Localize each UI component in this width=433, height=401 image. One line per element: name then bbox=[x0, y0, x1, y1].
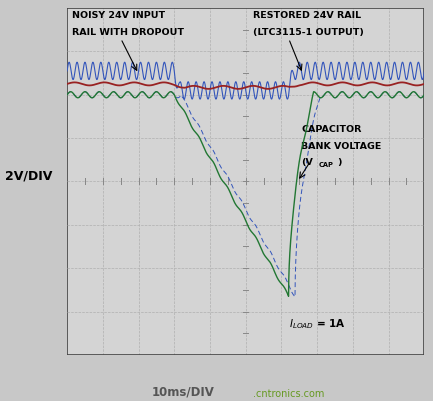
Text: RESTORED 24V RAIL: RESTORED 24V RAIL bbox=[253, 12, 361, 20]
Text: BANK VOLTAGE: BANK VOLTAGE bbox=[301, 142, 381, 150]
Text: ): ) bbox=[337, 158, 341, 166]
Text: (V: (V bbox=[301, 158, 313, 166]
Text: CAPACITOR: CAPACITOR bbox=[301, 125, 362, 134]
Text: 2V/DIV: 2V/DIV bbox=[5, 170, 52, 183]
Text: (LTC3115-1 OUTPUT): (LTC3115-1 OUTPUT) bbox=[253, 28, 364, 36]
Text: $I_{LOAD}$ = 1A: $I_{LOAD}$ = 1A bbox=[288, 317, 346, 331]
Text: .cntronics.com: .cntronics.com bbox=[253, 389, 325, 399]
Text: 10ms/DIV: 10ms/DIV bbox=[152, 386, 214, 399]
Text: NOISY 24V INPUT: NOISY 24V INPUT bbox=[72, 12, 165, 20]
Text: CAP: CAP bbox=[319, 162, 334, 168]
Text: RAIL WITH DROPOUT: RAIL WITH DROPOUT bbox=[72, 28, 184, 36]
